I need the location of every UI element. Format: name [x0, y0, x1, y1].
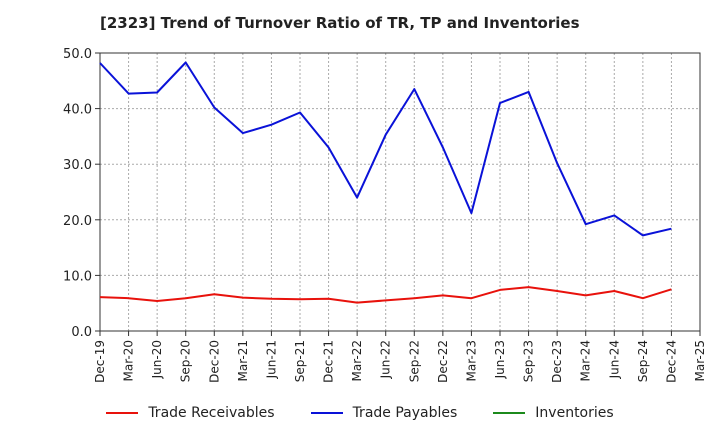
- legend-item-trade-receivables: Trade Receivables: [106, 405, 275, 421]
- x-tick-label: Dec-20: [207, 340, 221, 383]
- legend: Trade Receivables Trade Payables Invento…: [0, 405, 720, 421]
- legend-label-trade-receivables: Trade Receivables: [148, 405, 275, 421]
- x-tick-label: Dec-24: [664, 340, 678, 383]
- x-tick-label: Sep-22: [407, 340, 421, 382]
- y-tick-label: 10.0: [63, 269, 92, 284]
- x-tick-label: Jun-24: [607, 340, 621, 379]
- x-tick-label: Mar-24: [579, 340, 593, 381]
- x-tick-label: Mar-21: [236, 340, 250, 381]
- y-tick-label: 30.0: [63, 158, 92, 173]
- x-tick-label: Sep-23: [522, 340, 536, 382]
- y-tick-label: 20.0: [63, 214, 92, 229]
- x-tick-label: Dec-19: [93, 340, 107, 383]
- legend-item-inventories: Inventories: [493, 405, 614, 421]
- plot-frame: [99, 52, 701, 332]
- x-tick-label: Sep-21: [293, 340, 307, 382]
- legend-label-inventories: Inventories: [535, 405, 614, 421]
- x-tick-label: Sep-20: [179, 340, 193, 382]
- axis-layer: 0.0 10.0 20.0 30.0 40.0 50.0 Dec-19 Mar-20 Jun-2…: [63, 47, 707, 383]
- y-tick-label: 40.0: [63, 103, 92, 118]
- y-tick-label: 0.0: [71, 325, 92, 340]
- series-layer: [99, 61, 672, 304]
- x-tick-label: Mar-25: [693, 340, 707, 381]
- x-tick-label: Jun-21: [264, 340, 278, 379]
- x-tick-label: Mar-20: [122, 340, 136, 381]
- series-line-trade-payables: [99, 61, 672, 237]
- legend-label-trade-payables: Trade Payables: [352, 405, 458, 421]
- x-tick-label: Mar-22: [350, 340, 364, 381]
- series-line-trade-receivables: [99, 286, 672, 304]
- x-tick-label: Dec-23: [550, 340, 564, 383]
- legend-swatch-inventories: [493, 412, 526, 414]
- x-tick-label: Dec-21: [322, 340, 336, 383]
- x-tick-label: Jun-22: [379, 340, 393, 379]
- x-tick-label: Mar-23: [464, 340, 478, 381]
- x-tick-label: Jun-23: [493, 340, 507, 379]
- chart-title: [2323] Trend of Turnover Ratio of TR, TP…: [100, 14, 580, 32]
- grid-layer: [99, 52, 701, 332]
- y-tick-label: 50.0: [63, 47, 92, 62]
- x-tick-label: Jun-20: [150, 340, 164, 379]
- legend-item-trade-payables: Trade Payables: [310, 405, 458, 421]
- legend-swatch-trade-receivables: [106, 412, 139, 414]
- x-tick-label: Dec-22: [436, 340, 450, 383]
- legend-swatch-trade-payables: [310, 412, 343, 414]
- x-tick-label: Sep-24: [636, 340, 650, 382]
